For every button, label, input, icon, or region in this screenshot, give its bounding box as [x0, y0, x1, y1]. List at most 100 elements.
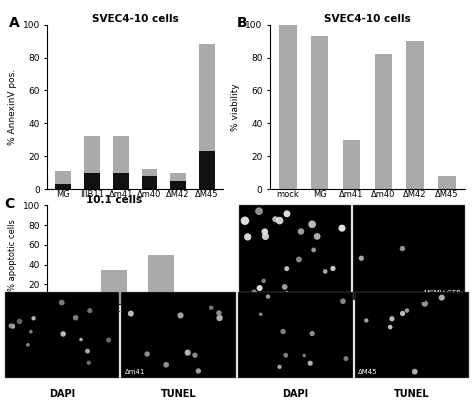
Point [283, 291, 291, 297]
Point [310, 247, 318, 253]
Point [309, 330, 316, 337]
Point [27, 328, 35, 335]
Point [177, 312, 184, 319]
Bar [84, 173, 100, 189]
Point [281, 284, 289, 290]
Point [276, 364, 283, 370]
Point [9, 323, 17, 330]
Bar [199, 151, 215, 189]
Point [306, 360, 314, 367]
Y-axis label: % AnnexinV pos.: % AnnexinV pos. [8, 69, 17, 145]
Bar [54, 299, 80, 304]
Text: B: B [237, 16, 248, 30]
Point [7, 323, 15, 329]
Point [338, 225, 346, 231]
Point [84, 348, 91, 354]
Bar [279, 25, 297, 189]
Point [403, 307, 411, 314]
Point [295, 256, 303, 263]
Bar [55, 184, 71, 189]
Bar [406, 41, 424, 189]
Point [191, 352, 199, 358]
Point [301, 352, 308, 359]
Text: Δm41: Δm41 [125, 369, 145, 375]
Point [244, 233, 252, 240]
Point [163, 361, 170, 368]
Point [127, 310, 135, 317]
Text: MCMV-GFP: MCMV-GFP [424, 290, 461, 296]
Point [184, 349, 191, 356]
Point [329, 265, 337, 272]
Point [250, 289, 258, 295]
Y-axis label: % apoptotic cells: % apoptotic cells [8, 219, 17, 291]
Point [215, 310, 223, 316]
Point [207, 305, 215, 311]
Bar [55, 171, 71, 184]
Title: SVEC4-10 cells: SVEC4-10 cells [91, 14, 179, 24]
Text: TUNEL: TUNEL [391, 294, 427, 304]
Point [297, 228, 305, 235]
Point [283, 266, 291, 272]
Point [143, 351, 151, 357]
Point [272, 216, 279, 222]
Bar [113, 173, 128, 189]
Point [255, 208, 263, 215]
Point [411, 368, 419, 375]
Point [421, 300, 428, 307]
Text: TUNEL: TUNEL [394, 389, 430, 399]
Bar [374, 54, 392, 189]
Point [58, 299, 65, 306]
Point [399, 310, 406, 317]
Point [195, 368, 202, 374]
Point [72, 314, 80, 321]
Point [388, 316, 396, 322]
Point [241, 217, 249, 224]
Point [30, 315, 37, 321]
Bar [170, 181, 186, 189]
Point [24, 342, 32, 348]
Bar [199, 44, 215, 151]
Point [260, 277, 267, 284]
Text: TUNEL: TUNEL [161, 389, 196, 399]
Text: A: A [9, 16, 19, 30]
Point [357, 255, 365, 261]
Point [264, 293, 272, 300]
Point [257, 311, 264, 318]
Bar [113, 136, 128, 173]
Text: DAPI: DAPI [282, 294, 308, 304]
Point [262, 233, 269, 240]
Point [438, 294, 446, 301]
Bar [438, 176, 456, 189]
Text: C: C [5, 197, 15, 211]
Text: DAPI: DAPI [283, 389, 309, 399]
Point [386, 324, 394, 330]
Point [309, 221, 316, 228]
Point [313, 233, 321, 240]
Point [339, 298, 347, 305]
Title: SVEC4-10 cells: SVEC4-10 cells [324, 14, 411, 24]
Bar [142, 169, 157, 176]
Bar [84, 136, 100, 173]
Point [282, 352, 290, 358]
Title: 10.1 cells: 10.1 cells [86, 195, 142, 205]
Point [256, 285, 264, 291]
Y-axis label: % viability: % viability [231, 83, 240, 131]
Text: ΔM45: ΔM45 [358, 369, 378, 375]
Bar [170, 173, 186, 181]
Bar [148, 255, 174, 304]
Point [342, 355, 350, 362]
Point [16, 318, 23, 325]
Bar [101, 270, 127, 304]
Point [363, 317, 370, 324]
Bar [311, 36, 328, 189]
Point [86, 307, 94, 314]
Text: DAPI: DAPI [49, 389, 75, 399]
Point [276, 217, 283, 224]
Point [216, 315, 223, 321]
Point [283, 210, 291, 217]
Point [279, 328, 287, 335]
Point [399, 245, 406, 252]
Point [85, 360, 92, 366]
Point [321, 268, 329, 275]
Point [261, 229, 269, 235]
